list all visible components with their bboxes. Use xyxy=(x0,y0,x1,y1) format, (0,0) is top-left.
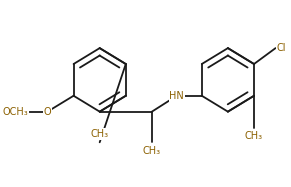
Text: O: O xyxy=(44,107,51,117)
Text: CH₃: CH₃ xyxy=(245,131,263,141)
Text: CH₃: CH₃ xyxy=(91,129,109,139)
Text: Cl: Cl xyxy=(277,43,286,53)
Text: OCH₃: OCH₃ xyxy=(2,107,28,117)
Text: CH₃: CH₃ xyxy=(143,146,161,156)
Text: HN: HN xyxy=(169,91,184,101)
